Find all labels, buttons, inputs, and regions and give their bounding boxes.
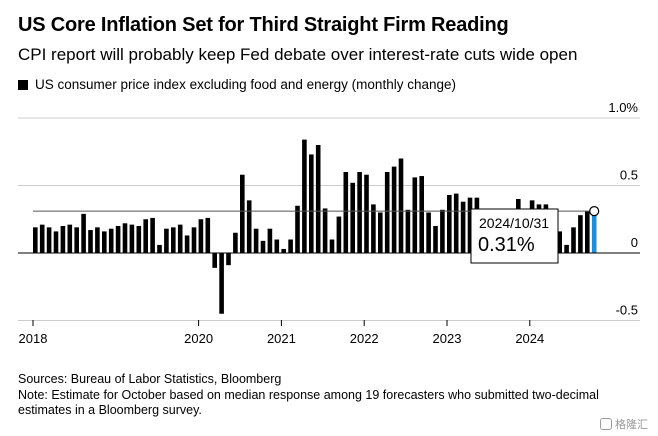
watermark-text: 格隆汇 — [615, 419, 648, 431]
bar — [384, 172, 390, 253]
x-tick-label: 2022 — [350, 331, 379, 346]
bar — [315, 145, 321, 253]
x-tick-label: 2021 — [267, 331, 296, 346]
bar — [364, 174, 369, 253]
note-text-line-2: estimates in a Bloomberg survey. — [18, 403, 202, 417]
callout-date: 2024/10/31 — [479, 215, 549, 231]
bar — [46, 227, 52, 253]
bar — [412, 177, 418, 253]
bar — [184, 235, 190, 253]
bar — [391, 166, 397, 253]
bar — [585, 211, 590, 253]
gelonghui-logo-icon — [600, 418, 612, 430]
bar — [143, 219, 148, 253]
bar — [426, 212, 431, 253]
bar — [253, 228, 259, 253]
sources-text: Sources: Bureau of Labor Statistics, Blo… — [18, 372, 282, 386]
bar — [557, 231, 562, 253]
y-tick-label: 1.0% — [608, 100, 638, 115]
bar — [295, 205, 300, 253]
bar — [115, 226, 121, 253]
bar — [240, 174, 245, 253]
bar — [350, 182, 355, 253]
bar — [164, 228, 169, 253]
bar — [219, 253, 224, 314]
bar — [571, 227, 576, 253]
chart-title: US Core Inflation Set for Third Straight… — [18, 14, 509, 36]
x-tick-label: 2023 — [433, 331, 462, 346]
bar — [108, 228, 114, 253]
bar — [578, 215, 583, 253]
callout-value: 0.31% — [478, 234, 535, 256]
bar — [405, 209, 411, 253]
bar — [226, 253, 231, 266]
legend-swatch — [18, 79, 28, 90]
bar — [309, 154, 314, 253]
chart-subtitle: CPI report will probably keep Fed debate… — [18, 45, 578, 64]
bar — [357, 172, 362, 253]
bar — [378, 212, 383, 253]
bar — [150, 217, 155, 253]
bar — [53, 231, 59, 253]
bar — [453, 193, 459, 253]
bar — [447, 194, 452, 253]
legend-label: US consumer price index excluding food a… — [35, 77, 456, 92]
bar — [398, 158, 404, 253]
bar — [467, 197, 473, 253]
bar — [67, 224, 73, 253]
bar — [81, 213, 86, 253]
bar — [129, 224, 135, 253]
x-tick-label: 2024 — [515, 331, 544, 346]
bar — [198, 219, 204, 253]
note-text-line-1: Note: Estimate for October based on medi… — [18, 387, 599, 402]
footer: Sources: Bureau of Labor Statistics, Blo… — [18, 372, 618, 419]
bar — [260, 240, 266, 253]
bar — [288, 239, 293, 253]
bar — [74, 227, 79, 253]
bar — [564, 244, 569, 253]
bar — [281, 248, 286, 253]
bar — [102, 231, 107, 253]
bar — [433, 226, 438, 253]
chart-canvas: 1.0% 0.5 0 -0.5 2018 2020 2021 2022 2023 2024 2024… — [18, 100, 640, 346]
bar — [33, 227, 38, 253]
bar — [336, 216, 342, 253]
bar — [191, 227, 197, 253]
bar — [274, 239, 280, 253]
bar — [39, 224, 45, 253]
bar — [177, 224, 183, 253]
bar — [302, 139, 307, 253]
bar — [95, 227, 100, 253]
bar — [205, 217, 211, 253]
bar-highlight — [591, 211, 597, 253]
legend: US consumer price index excluding food a… — [18, 77, 456, 92]
bar — [440, 209, 445, 253]
watermark: 格隆汇 — [600, 416, 648, 432]
callout-box — [470, 208, 559, 264]
y-tick-label: 0 — [631, 235, 638, 250]
bar — [460, 201, 466, 253]
bar — [60, 226, 66, 253]
y-tick-label: -0.5 — [616, 303, 638, 318]
bar — [88, 230, 93, 253]
bar — [267, 228, 273, 253]
bar — [322, 208, 328, 253]
bar — [343, 172, 349, 253]
x-tick-label: 2020 — [184, 331, 213, 346]
bar — [136, 226, 142, 253]
bar — [329, 239, 335, 253]
bar — [171, 227, 176, 253]
bar — [157, 244, 162, 253]
bar — [212, 253, 217, 268]
bar — [233, 232, 238, 253]
x-tick-label: 2018 — [19, 331, 48, 346]
bar — [246, 200, 252, 253]
bar — [371, 204, 376, 253]
bar — [122, 223, 128, 253]
latest-point-marker — [589, 206, 600, 217]
bar — [419, 176, 424, 253]
y-tick-label: 0.5 — [620, 168, 638, 183]
